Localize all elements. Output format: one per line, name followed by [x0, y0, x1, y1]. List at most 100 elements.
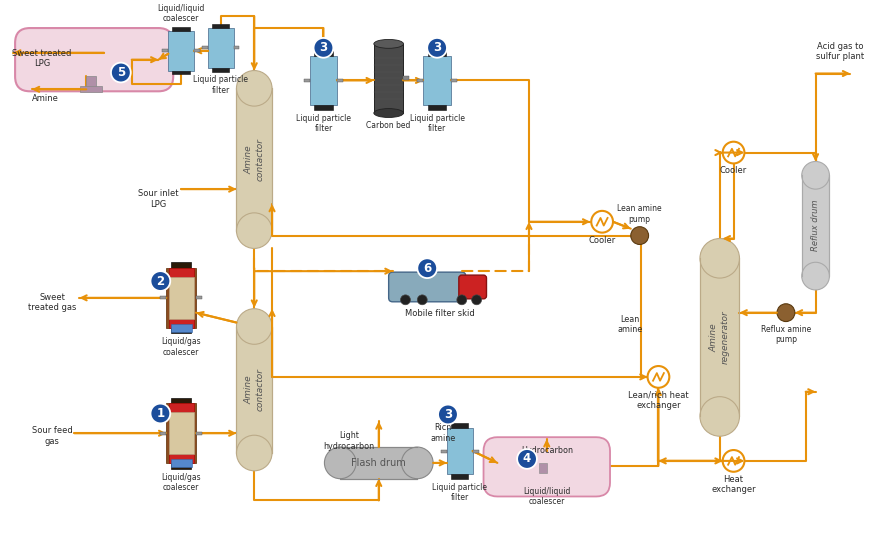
FancyBboxPatch shape [15, 28, 173, 91]
Bar [700, 258, 740, 416]
Text: 3: 3 [433, 41, 441, 54]
Bar [212, 24, 229, 28]
Text: Carbon bed: Carbon bed [367, 121, 411, 130]
Text: Liquid particle
filter: Liquid particle filter [296, 114, 351, 133]
Bar [169, 277, 194, 319]
Text: Amine
contactor: Amine contactor [244, 368, 265, 411]
Circle shape [150, 404, 170, 423]
Circle shape [417, 295, 427, 305]
Text: Reflux drum: Reflux drum [811, 200, 821, 251]
Bar [236, 88, 272, 231]
Circle shape [647, 366, 670, 388]
Bar [424, 55, 451, 105]
Ellipse shape [236, 309, 272, 344]
Circle shape [723, 450, 744, 472]
Bar [236, 326, 272, 453]
Text: Amine
contactor: Amine contactor [244, 138, 265, 181]
Bar [428, 51, 447, 55]
Bar [236, 88, 272, 231]
Text: Acid gas to
sulfur plant: Acid gas to sulfur plant [816, 42, 864, 61]
FancyBboxPatch shape [484, 437, 610, 497]
Bar [196, 432, 202, 435]
Text: Heat
exchanger: Heat exchanger [711, 475, 756, 494]
Ellipse shape [324, 447, 356, 478]
Circle shape [400, 295, 410, 305]
Ellipse shape [236, 435, 272, 471]
Ellipse shape [401, 447, 433, 478]
Bar [802, 175, 829, 276]
Text: 5: 5 [116, 66, 125, 79]
Bar [169, 454, 194, 463]
Bar [417, 79, 424, 82]
Circle shape [777, 304, 795, 322]
Text: Liquid particle
filter: Liquid particle filter [409, 114, 464, 133]
Bar [314, 105, 333, 110]
Text: 1: 1 [156, 407, 164, 420]
Bar [374, 44, 403, 113]
Bar [169, 412, 194, 454]
Circle shape [591, 211, 613, 233]
Text: Rich
amine: Rich amine [431, 423, 456, 442]
Bar [441, 449, 447, 453]
Text: Sour feed
gas: Sour feed gas [32, 426, 73, 446]
Text: Liquid/gas
coalescer: Liquid/gas coalescer [162, 337, 201, 357]
Bar [161, 296, 166, 299]
Text: 6: 6 [423, 262, 432, 275]
Text: 3: 3 [444, 408, 452, 421]
Text: Mobile filter skid: Mobile filter skid [405, 309, 475, 318]
Bar [428, 105, 447, 110]
Ellipse shape [802, 262, 829, 290]
Text: Hydrocarbon: Hydrocarbon [520, 446, 573, 455]
Circle shape [313, 38, 333, 57]
Bar [86, 76, 96, 88]
Bar [236, 326, 272, 453]
Text: Liquid/liquid
coalescer: Liquid/liquid coalescer [523, 487, 570, 506]
Bar [194, 49, 200, 52]
Circle shape [517, 449, 537, 469]
Bar [166, 268, 196, 328]
Text: Sweet treated
LPG: Sweet treated LPG [12, 49, 72, 68]
Text: Lean
amine: Lean amine [617, 315, 643, 334]
Text: Amine: Amine [32, 95, 59, 103]
Bar [171, 398, 191, 403]
Bar [212, 68, 229, 71]
Bar [169, 31, 194, 71]
Ellipse shape [700, 397, 740, 436]
Bar [171, 463, 191, 469]
Text: Amine
regenerator: Amine regenerator [710, 310, 730, 364]
Ellipse shape [374, 39, 403, 48]
Circle shape [438, 404, 458, 424]
Ellipse shape [374, 108, 403, 118]
Bar [310, 55, 337, 105]
Text: Sweet
treated gas: Sweet treated gas [28, 293, 76, 313]
Circle shape [427, 38, 447, 57]
Text: Reflux amine
pump: Reflux amine pump [761, 324, 811, 344]
Bar [172, 27, 190, 31]
Text: Liquid/gas
coalescer: Liquid/gas coalescer [162, 473, 201, 492]
Text: Sour inlet
LPG: Sour inlet LPG [138, 189, 178, 208]
Text: 3: 3 [320, 41, 328, 54]
Circle shape [723, 142, 744, 163]
Circle shape [150, 271, 170, 291]
Text: Cooler: Cooler [589, 236, 615, 244]
Bar [169, 268, 194, 277]
Bar [314, 51, 333, 55]
Text: Lean amine
pump: Lean amine pump [617, 204, 662, 224]
Circle shape [417, 258, 437, 278]
Circle shape [630, 227, 648, 244]
Text: Cooler: Cooler [720, 166, 747, 176]
Bar [447, 428, 472, 474]
Bar [451, 423, 469, 428]
Text: Flash drum: Flash drum [352, 458, 406, 468]
Text: Liquid particle
filter: Liquid particle filter [432, 483, 488, 502]
Ellipse shape [802, 162, 829, 189]
Bar [170, 324, 192, 332]
Bar [700, 258, 740, 416]
Bar [196, 296, 202, 299]
Bar [166, 403, 196, 463]
FancyBboxPatch shape [389, 272, 465, 302]
Bar [340, 447, 417, 478]
Circle shape [111, 63, 131, 82]
Bar [802, 175, 829, 276]
Bar [539, 463, 547, 473]
